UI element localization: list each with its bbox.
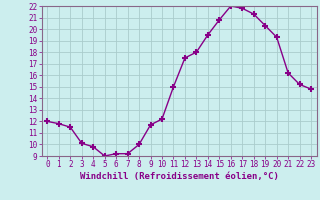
X-axis label: Windchill (Refroidissement éolien,°C): Windchill (Refroidissement éolien,°C) [80,172,279,181]
